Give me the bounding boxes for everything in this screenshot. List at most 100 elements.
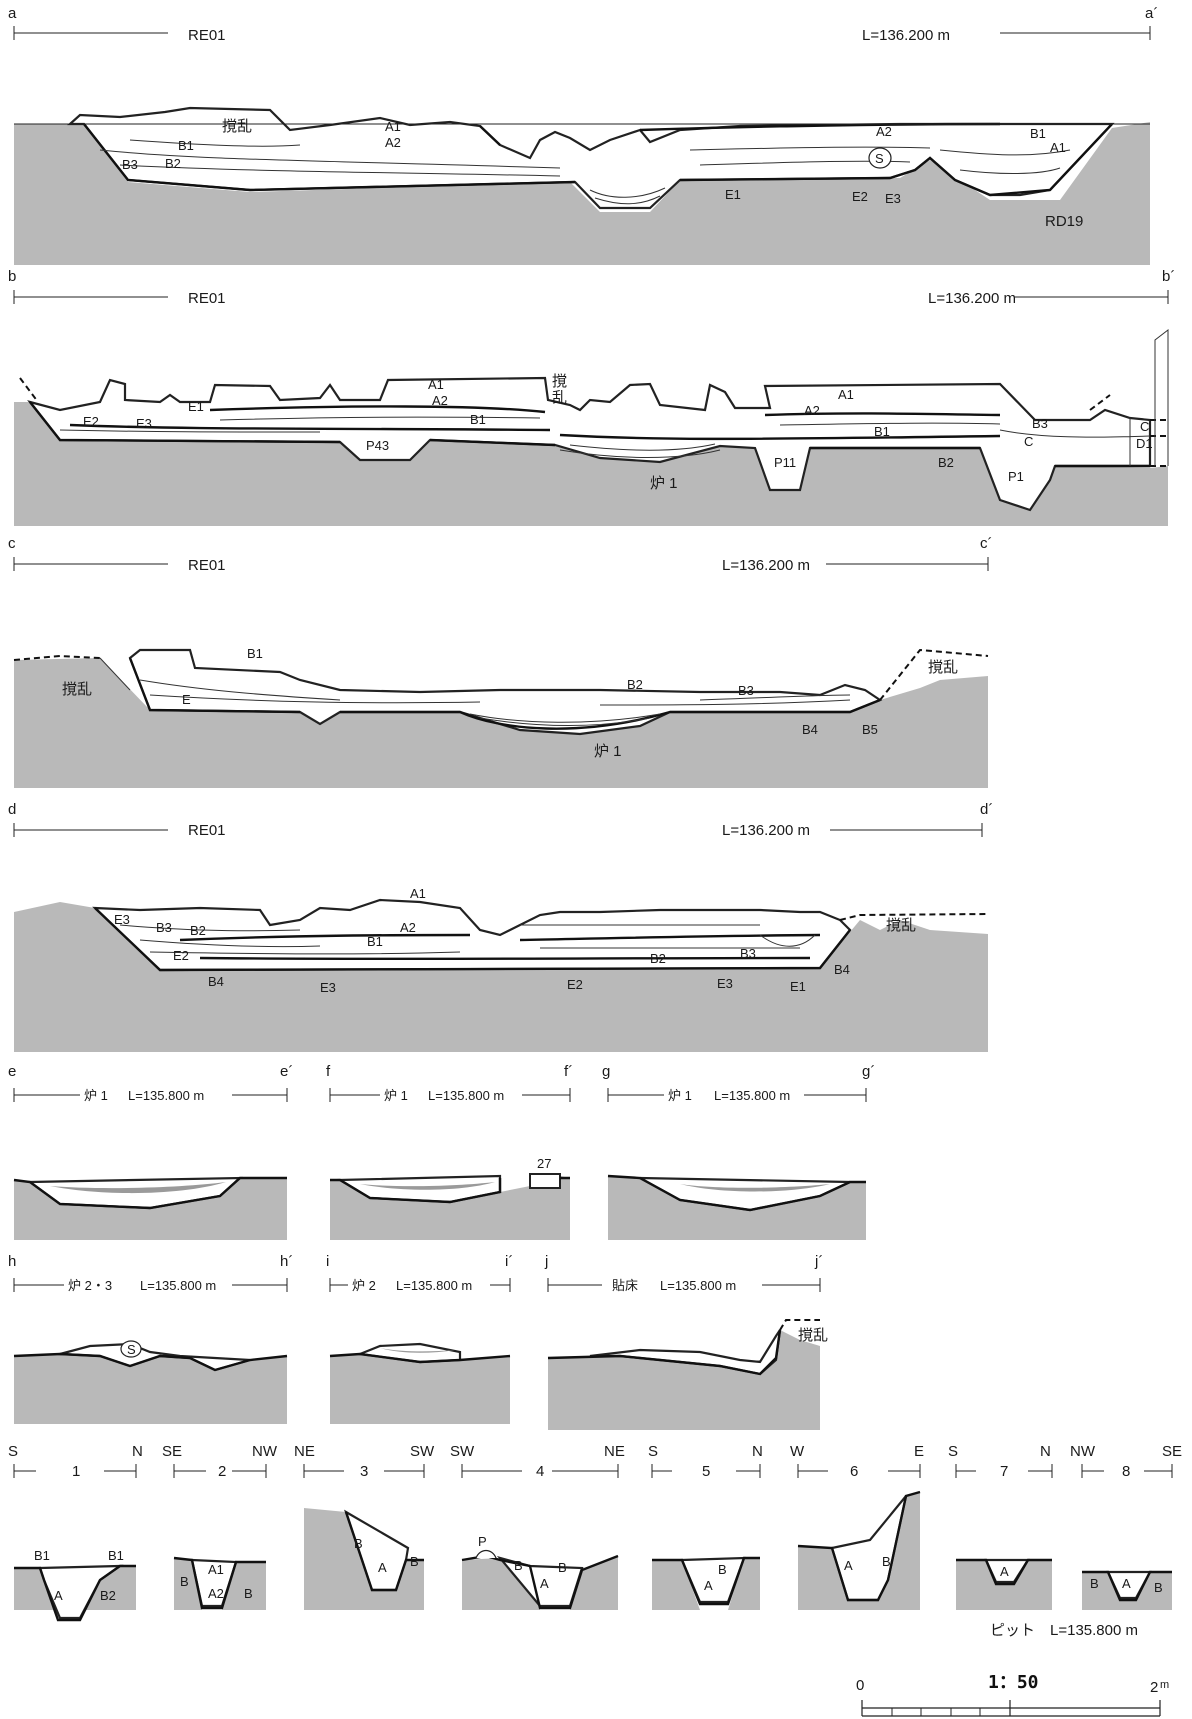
pit-5-left: S xyxy=(648,1443,658,1460)
scale-bar: 0 1：50 2 m xyxy=(856,1672,1169,1717)
pit-7-right: N xyxy=(1040,1443,1051,1460)
section-c-subsoil xyxy=(14,658,988,788)
pit-8-baseline xyxy=(1081,1464,1173,1478)
section-j-start: j xyxy=(544,1253,548,1270)
section-f-level: L=135.800 m xyxy=(428,1088,504,1103)
section-e-ash xyxy=(50,1182,226,1194)
pit-6-left: W xyxy=(790,1443,805,1460)
section-a-A2: A2 xyxy=(385,135,401,150)
section-d-E3-right: E3 xyxy=(717,976,733,991)
section-c-B5: B5 xyxy=(862,722,878,737)
section-a-subsoil xyxy=(14,122,1150,265)
section-b-E1: E1 xyxy=(188,399,204,414)
section-d-B3-right: B3 xyxy=(740,946,756,961)
section-c-B4: B4 xyxy=(802,722,818,737)
pit-6-num: 6 xyxy=(850,1463,858,1480)
section-d-E1: E1 xyxy=(790,979,806,994)
pit-1: S 1 N B1 B1 A B2 xyxy=(8,1443,143,1622)
pit-8: NW 8 SE B A B xyxy=(1070,1443,1182,1610)
pit-3: NE 3 SW B A B xyxy=(294,1443,435,1610)
section-d-disturb: 撹乱 xyxy=(886,917,916,934)
pit-1-num: 1 xyxy=(72,1463,80,1480)
pit-3-B: B xyxy=(354,1536,363,1551)
pit-8-outline xyxy=(1082,1570,1172,1602)
pit-1-B1-right: B1 xyxy=(108,1548,124,1563)
section-d-baseline xyxy=(13,823,983,837)
section-i-baseline xyxy=(329,1278,511,1292)
section-b-baseline xyxy=(13,290,1169,304)
section-b-label: RE01 xyxy=(188,290,226,307)
pit-1-A: A xyxy=(54,1588,63,1603)
pit-4-right: NE xyxy=(604,1443,625,1460)
section-d-level: L=136.200 m xyxy=(722,822,810,839)
section-d-bold-layers xyxy=(179,933,821,961)
section-a-E1: E1 xyxy=(725,187,741,202)
section-b-A2: A2 xyxy=(432,393,448,408)
section-j: j j´ 貼床 L=135.800 m 撹乱 xyxy=(544,1253,828,1430)
pit-2-A2: A2 xyxy=(208,1586,224,1601)
section-e-level: L=135.800 m xyxy=(128,1088,204,1103)
section-h-stone xyxy=(120,1340,142,1358)
section-g-subsoil xyxy=(608,1176,866,1240)
section-j-disturb-edge xyxy=(779,1319,820,1331)
section-b-D1: D1 xyxy=(1136,436,1153,451)
pit-8-A: A xyxy=(1122,1576,1131,1591)
section-d-subsoil xyxy=(14,902,988,1052)
pit-6-subsoil xyxy=(798,1492,920,1610)
section-i-end: i´ xyxy=(505,1253,513,1270)
pit-3-left: NE xyxy=(294,1443,315,1460)
section-a: a a´ RE01 L=136.200 m 撹乱 A1 A2 B1 B2 B3 … xyxy=(8,5,1158,265)
pit-5-outline xyxy=(652,1556,760,1606)
section-a-A1: A1 xyxy=(385,119,401,134)
section-d-B2-right: B2 xyxy=(650,951,666,966)
pit-3-right: SW xyxy=(410,1443,435,1460)
section-f: f f´ 炉 1 L=135.800 m 27 xyxy=(326,1063,573,1240)
section-a-stone xyxy=(868,147,892,169)
section-b-C: C xyxy=(1024,434,1033,449)
section-b-disturb: 撹乱 xyxy=(552,373,567,407)
section-g-floor xyxy=(607,1174,866,1212)
section-f-27: 27 xyxy=(537,1156,551,1171)
section-i-level: L=135.800 m xyxy=(396,1278,472,1293)
section-b-B3: B3 xyxy=(1032,416,1048,431)
section-c-B2: B2 xyxy=(627,677,643,692)
pit-5-num: 5 xyxy=(702,1463,710,1480)
pit-4-left: SW xyxy=(450,1443,475,1460)
section-j-subsoil xyxy=(548,1330,820,1430)
section-a-disturb: 撹乱 xyxy=(222,118,252,135)
pit-2-outline xyxy=(173,1556,266,1610)
pit-4-baseline xyxy=(461,1464,619,1478)
scale-max: 2 xyxy=(1150,1679,1158,1696)
section-e-floor xyxy=(13,1176,287,1210)
section-d-E3-mid: E3 xyxy=(320,980,336,995)
section-h-subsoil xyxy=(14,1354,287,1424)
section-b-P1: P1 xyxy=(1008,469,1024,484)
section-d-B1: B1 xyxy=(367,934,383,949)
pit-caption: ピット L=135.800 m xyxy=(990,1622,1138,1639)
section-c-B1: B1 xyxy=(247,646,263,661)
section-c-B3: B3 xyxy=(738,683,754,698)
section-c-disturb-right: 撹乱 xyxy=(928,659,958,676)
section-d-E2: E2 xyxy=(173,948,189,963)
section-e-start: e xyxy=(8,1063,16,1080)
pit-4-P: P xyxy=(478,1534,487,1549)
section-c-disturb-edges xyxy=(13,648,989,701)
section-g-end: g´ xyxy=(862,1063,875,1080)
section-b-A1: A1 xyxy=(428,377,444,392)
section-e: e e´ 炉 1 L=135.800 m xyxy=(8,1063,293,1240)
pit-7-num: 7 xyxy=(1000,1463,1008,1480)
section-a-E3: E3 xyxy=(885,191,901,206)
pit-2-left: SE xyxy=(162,1443,182,1460)
section-b-bold-layers xyxy=(69,405,1001,441)
pit-2-right: NW xyxy=(252,1443,278,1460)
section-a-B3: B3 xyxy=(122,157,138,172)
pit-2-A1: A1 xyxy=(208,1562,224,1577)
section-a-level: L=136.200 m xyxy=(862,27,950,44)
section-i-subsoil xyxy=(330,1354,510,1424)
section-a-fill xyxy=(67,106,1115,210)
section-e-baseline xyxy=(13,1088,288,1102)
pit-4: SW 4 NE P B A B xyxy=(450,1443,625,1610)
section-j-end: j´ xyxy=(814,1253,823,1270)
section-b: b b´ RE01 L=136.200 m A1 A2 E1 B1 E2 E3 … xyxy=(8,268,1175,526)
section-d-E2-right: E2 xyxy=(567,977,583,992)
